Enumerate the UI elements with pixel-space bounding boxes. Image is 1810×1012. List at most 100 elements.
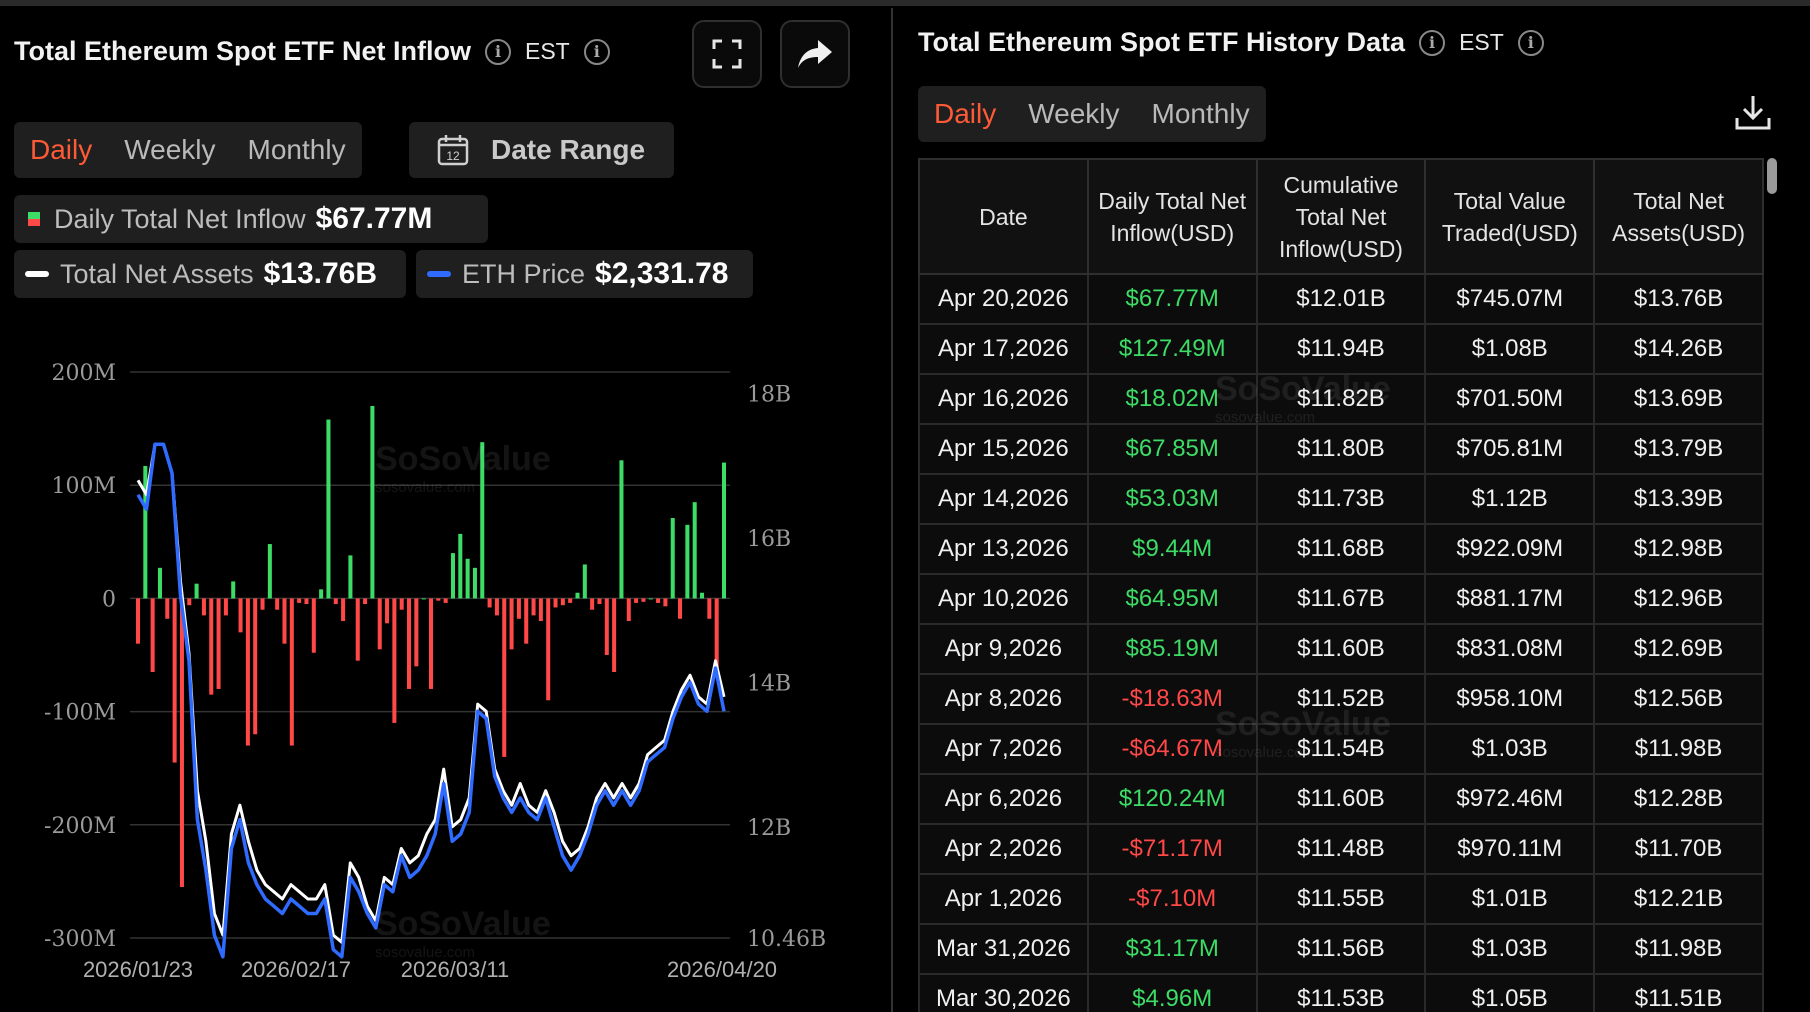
table-cell: $11.51B xyxy=(1593,973,1764,1012)
watermark: SoSoValue sosovalue.com xyxy=(1215,370,1391,426)
table-cell: -$7.10M xyxy=(1086,873,1258,925)
inflow-bar xyxy=(685,524,690,599)
inflow-bar xyxy=(289,598,294,746)
table-cell: $11.53B xyxy=(1255,973,1427,1012)
table-cell: $958.10M xyxy=(1424,673,1596,725)
inflow-bar xyxy=(209,598,214,695)
net-assets-metric: Total Net Assets $13.76B xyxy=(14,250,406,298)
tab-daily[interactable]: Daily xyxy=(30,134,93,165)
table-cell: $11.94B xyxy=(1255,323,1427,375)
info-icon[interactable]: i xyxy=(1517,29,1544,56)
calendar-icon: 12 xyxy=(437,135,469,166)
table-cell: $11.60B xyxy=(1255,623,1427,675)
expand-button[interactable] xyxy=(692,20,762,88)
download-button[interactable] xyxy=(1733,92,1773,137)
info-icon[interactable]: i xyxy=(1419,29,1446,56)
left-period-tabs: Daily Weekly Monthly xyxy=(14,122,362,178)
table-cell: $13.79B xyxy=(1593,423,1764,475)
info-icon[interactable]: i xyxy=(583,38,610,65)
table-cell: Apr 7,2026 xyxy=(918,723,1089,775)
inflow-bar xyxy=(150,598,155,672)
table-cell: $12.69B xyxy=(1593,623,1764,675)
table-row[interactable]: Apr 1,2026 -$7.10M $11.55B $1.01B $12.21B xyxy=(918,873,1764,925)
inflow-bar xyxy=(612,598,617,672)
inflow-bar xyxy=(604,598,609,655)
table-cell: $85.19M xyxy=(1086,623,1258,675)
table-cell: $11.60B xyxy=(1255,773,1427,825)
eth-price-value: $2,331.78 xyxy=(595,257,729,290)
history-table-container[interactable]: Date Daily Total Net Inflow(USD) Cumulativ… xyxy=(918,158,1764,1012)
inflow-bar xyxy=(172,598,177,763)
inflow-bar xyxy=(553,598,558,608)
table-row[interactable]: Apr 14,2026 $53.03M $11.73B $1.12B $13.39B xyxy=(918,473,1764,525)
inflow-bar xyxy=(363,598,368,605)
tab-monthly[interactable]: Monthly xyxy=(1151,98,1250,129)
x-tick-label: 2026/02/17 xyxy=(241,957,351,982)
inflow-bar xyxy=(538,598,543,622)
net-assets-line xyxy=(136,442,726,944)
date-range-button[interactable]: 12 Date Range xyxy=(409,122,674,178)
table-cell: Apr 1,2026 xyxy=(918,873,1089,925)
table-row[interactable]: Mar 31,2026 $31.17M $11.56B $1.03B $11.98B xyxy=(918,923,1764,975)
table-cell: $11.80B xyxy=(1255,423,1427,475)
tab-daily[interactable]: Daily xyxy=(934,98,997,129)
table-row[interactable]: Apr 9,2026 $85.19M $11.60B $831.08M $12.69B xyxy=(918,623,1764,675)
table-cell: $64.95M xyxy=(1086,573,1258,625)
inflow-bar xyxy=(700,592,705,599)
table-cell: $11.52B xyxy=(1255,673,1427,725)
inflow-bar xyxy=(582,564,587,599)
table-cell: $970.11M xyxy=(1424,823,1596,875)
table-row[interactable]: Apr 17,2026 $127.49M $11.94B $1.08B $14.26B xyxy=(918,323,1764,375)
inflow-bar xyxy=(546,598,551,701)
table-row[interactable]: Apr 16,2026 $18.02M $11.82B $701.50M $13.69B xyxy=(918,373,1764,425)
table-cell: $12.96B xyxy=(1593,573,1764,625)
inflow-bar xyxy=(377,598,382,650)
tab-monthly[interactable]: Monthly xyxy=(247,134,346,165)
inflow-bar xyxy=(648,598,653,600)
inflow-bar xyxy=(692,502,697,599)
table-cell: Mar 31,2026 xyxy=(918,923,1089,975)
table-cell: $11.70B xyxy=(1593,823,1764,875)
table-row[interactable]: Apr 13,2026 $9.44M $11.68B $922.09M $12.98B xyxy=(918,523,1764,575)
table-row[interactable]: Apr 7,2026 -$64.67M $11.54B $1.03B $11.98B xyxy=(918,723,1764,775)
inflow-bar xyxy=(428,598,434,689)
table-row[interactable]: Apr 6,2026 $120.24M $11.60B $972.46M $12.28B xyxy=(918,773,1764,825)
table-scrollbar[interactable] xyxy=(1767,158,1777,194)
inflow-bar xyxy=(304,598,309,605)
table-cell: $745.07M xyxy=(1424,273,1596,325)
tab-weekly[interactable]: Weekly xyxy=(1028,98,1120,129)
table-cell: $12.01B xyxy=(1255,273,1427,325)
table-cell: Apr 17,2026 xyxy=(918,323,1089,375)
table-row[interactable]: Apr 8,2026 -$18.63M $11.52B $958.10M $12.56B xyxy=(918,673,1764,725)
table-cell: $11.56B xyxy=(1255,923,1427,975)
table-cell: $972.46M xyxy=(1424,773,1596,825)
top-border xyxy=(0,0,1810,6)
right-header: Total Ethereum Spot ETF History Data i E… xyxy=(918,27,1544,58)
table-cell: $11.55B xyxy=(1255,873,1427,925)
table-row[interactable]: Apr 10,2026 $64.95M $11.67B $881.17M $12.96B xyxy=(918,573,1764,625)
table-cell: Apr 14,2026 xyxy=(918,473,1089,525)
table-cell: $12.21B xyxy=(1593,873,1764,925)
net-inflow-chart[interactable]: 200M 100M 0 -100M -200M -300M 18B 16B 14B 12B 10.4… xyxy=(0,330,880,1010)
table-row[interactable]: Mar 30,2026 $4.96M $11.53B $1.05B $11.51B xyxy=(918,973,1764,1012)
tab-weekly[interactable]: Weekly xyxy=(124,134,216,165)
inflow-bar xyxy=(590,598,595,610)
y2-tick-label: 16B xyxy=(747,527,791,552)
table-cell: $1.08B xyxy=(1424,323,1596,375)
inflow-bar xyxy=(238,598,243,633)
inflow-bar xyxy=(253,598,258,735)
inflow-bar xyxy=(223,598,228,616)
table-cell: Apr 10,2026 xyxy=(918,573,1089,625)
table-cell: $127.49M xyxy=(1086,323,1258,375)
table-cell: Apr 2,2026 xyxy=(918,823,1089,875)
inflow-bar xyxy=(443,598,448,603)
share-button[interactable] xyxy=(780,20,850,88)
info-icon[interactable]: i xyxy=(485,38,511,65)
table-cell: Apr 16,2026 xyxy=(918,373,1089,425)
inflow-bar xyxy=(487,598,492,608)
table-row[interactable]: Apr 2,2026 -$71.17M $11.48B $970.11M $11.70B xyxy=(918,823,1764,875)
table-row[interactable]: Apr 15,2026 $67.85M $11.80B $705.81M $13.79B xyxy=(918,423,1764,475)
y2-tick-label: 12B xyxy=(747,816,791,841)
date-range-label: Date Range xyxy=(491,134,646,165)
table-row[interactable]: Apr 20,2026 $67.77M $12.01B $745.07M $13.76B xyxy=(918,273,1764,325)
